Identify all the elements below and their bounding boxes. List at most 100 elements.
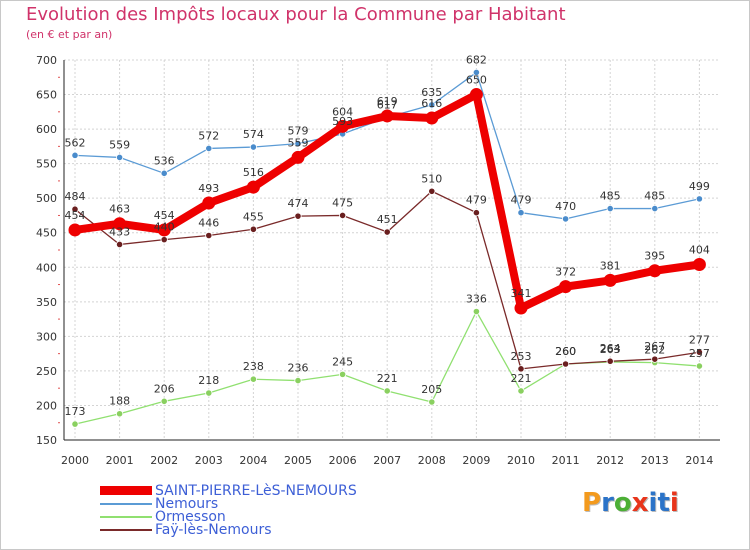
- x-tick-label: 2013: [641, 454, 669, 467]
- x-tick-label: 2005: [284, 454, 312, 467]
- data-point: [383, 387, 391, 395]
- y-tick-label: 650: [36, 89, 57, 102]
- data-point: [338, 211, 347, 220]
- data-point: [692, 258, 706, 272]
- data-point: [695, 348, 704, 356]
- y-tick-label: 350: [36, 296, 57, 309]
- data-point: [606, 357, 614, 365]
- data-point: [517, 365, 525, 373]
- y-tick-label: 450: [36, 227, 57, 240]
- data-point: [336, 119, 350, 133]
- data-label: 238: [243, 360, 264, 373]
- data-point: [116, 153, 124, 162]
- data-label: 173: [65, 405, 86, 418]
- chart-subtitle: (en € et par an): [26, 28, 113, 41]
- data-point: [249, 225, 257, 233]
- data-point: [472, 307, 480, 316]
- data-point: [695, 195, 704, 203]
- proxiti-logo: Proxiti: [582, 488, 679, 518]
- y-tick-label: 150: [36, 434, 57, 447]
- data-label: 574: [243, 128, 264, 141]
- logo-letter: x: [631, 488, 649, 518]
- data-point: [202, 196, 216, 210]
- data-label: 264: [600, 342, 621, 355]
- legend-item: Faÿ-lès-Nemours: [100, 523, 460, 537]
- data-label: 440: [154, 221, 175, 234]
- x-tick-label: 2002: [150, 454, 178, 467]
- x-tick-label: 2004: [239, 454, 267, 467]
- data-point: [383, 228, 391, 236]
- data-label: 446: [198, 216, 219, 229]
- data-point: [606, 204, 614, 213]
- data-label: 395: [644, 250, 665, 263]
- data-label: 562: [65, 136, 86, 149]
- data-point: [291, 150, 305, 164]
- data-label: 433: [109, 225, 130, 238]
- data-label: 260: [555, 345, 576, 358]
- data-point: [205, 231, 213, 240]
- data-label: 404: [689, 244, 710, 257]
- data-point: [249, 143, 257, 151]
- data-point: [71, 420, 79, 428]
- data-label: 260: [555, 345, 576, 358]
- data-label: 470: [555, 200, 576, 213]
- legend-item: SAINT-PIERRE-LèS-NEMOURS: [100, 484, 460, 498]
- data-point: [428, 101, 436, 109]
- legend-label: Nemours: [155, 495, 219, 512]
- data-point: [648, 264, 662, 278]
- data-label: 454: [65, 209, 86, 222]
- x-tick-label: 2010: [507, 454, 535, 467]
- data-label: 454: [154, 209, 175, 222]
- data-label: 635: [421, 86, 442, 99]
- y-tick-label: 200: [36, 399, 57, 412]
- x-tick-label: 2008: [418, 454, 446, 467]
- data-label: 485: [600, 190, 621, 203]
- data-label: 253: [511, 350, 532, 363]
- legend-item: Ormesson: [100, 508, 460, 525]
- data-label: 484: [65, 190, 86, 203]
- data-label: 485: [644, 190, 665, 203]
- data-label: 572: [198, 129, 219, 142]
- data-point: [160, 169, 168, 177]
- data-label: 559: [288, 136, 309, 149]
- data-point: [294, 212, 302, 220]
- data-point: [160, 397, 168, 405]
- data-point: [205, 389, 213, 397]
- legend-swatch: [100, 515, 152, 518]
- legend-label: Ormesson: [155, 508, 226, 525]
- data-label: 650: [466, 74, 487, 87]
- logo-letter: o: [613, 488, 632, 518]
- x-tick-label: 2011: [552, 454, 580, 467]
- data-label: 221: [377, 372, 398, 385]
- data-point: [651, 355, 659, 363]
- data-label: 619: [377, 95, 398, 108]
- data-point: [517, 387, 525, 395]
- data-point: [695, 362, 704, 370]
- data-point: [651, 204, 659, 213]
- x-tick-label: 2003: [195, 454, 223, 467]
- data-label: 451: [377, 213, 398, 226]
- data-point: [517, 209, 525, 217]
- x-tick-label: 2000: [61, 454, 89, 467]
- data-point: [157, 223, 171, 237]
- legend-swatch: [100, 528, 152, 531]
- data-label: 510: [421, 172, 442, 185]
- data-label: 455: [243, 210, 264, 223]
- x-tick-label: 2006: [329, 454, 357, 467]
- x-tick-label: 2014: [685, 454, 713, 467]
- data-point: [428, 187, 436, 195]
- y-tick-label: 700: [36, 54, 57, 67]
- logo-letter: i: [648, 488, 658, 518]
- data-point: [71, 205, 79, 213]
- data-label: 188: [109, 395, 130, 408]
- y-tick-label: 250: [36, 365, 57, 378]
- data-point: [205, 144, 213, 153]
- data-label: 463: [109, 203, 130, 216]
- data-point: [561, 360, 570, 368]
- logo-letter: P: [582, 488, 602, 518]
- data-label: 206: [154, 382, 175, 395]
- data-label: 579: [288, 125, 309, 138]
- data-point: [160, 236, 168, 244]
- data-point: [246, 180, 260, 194]
